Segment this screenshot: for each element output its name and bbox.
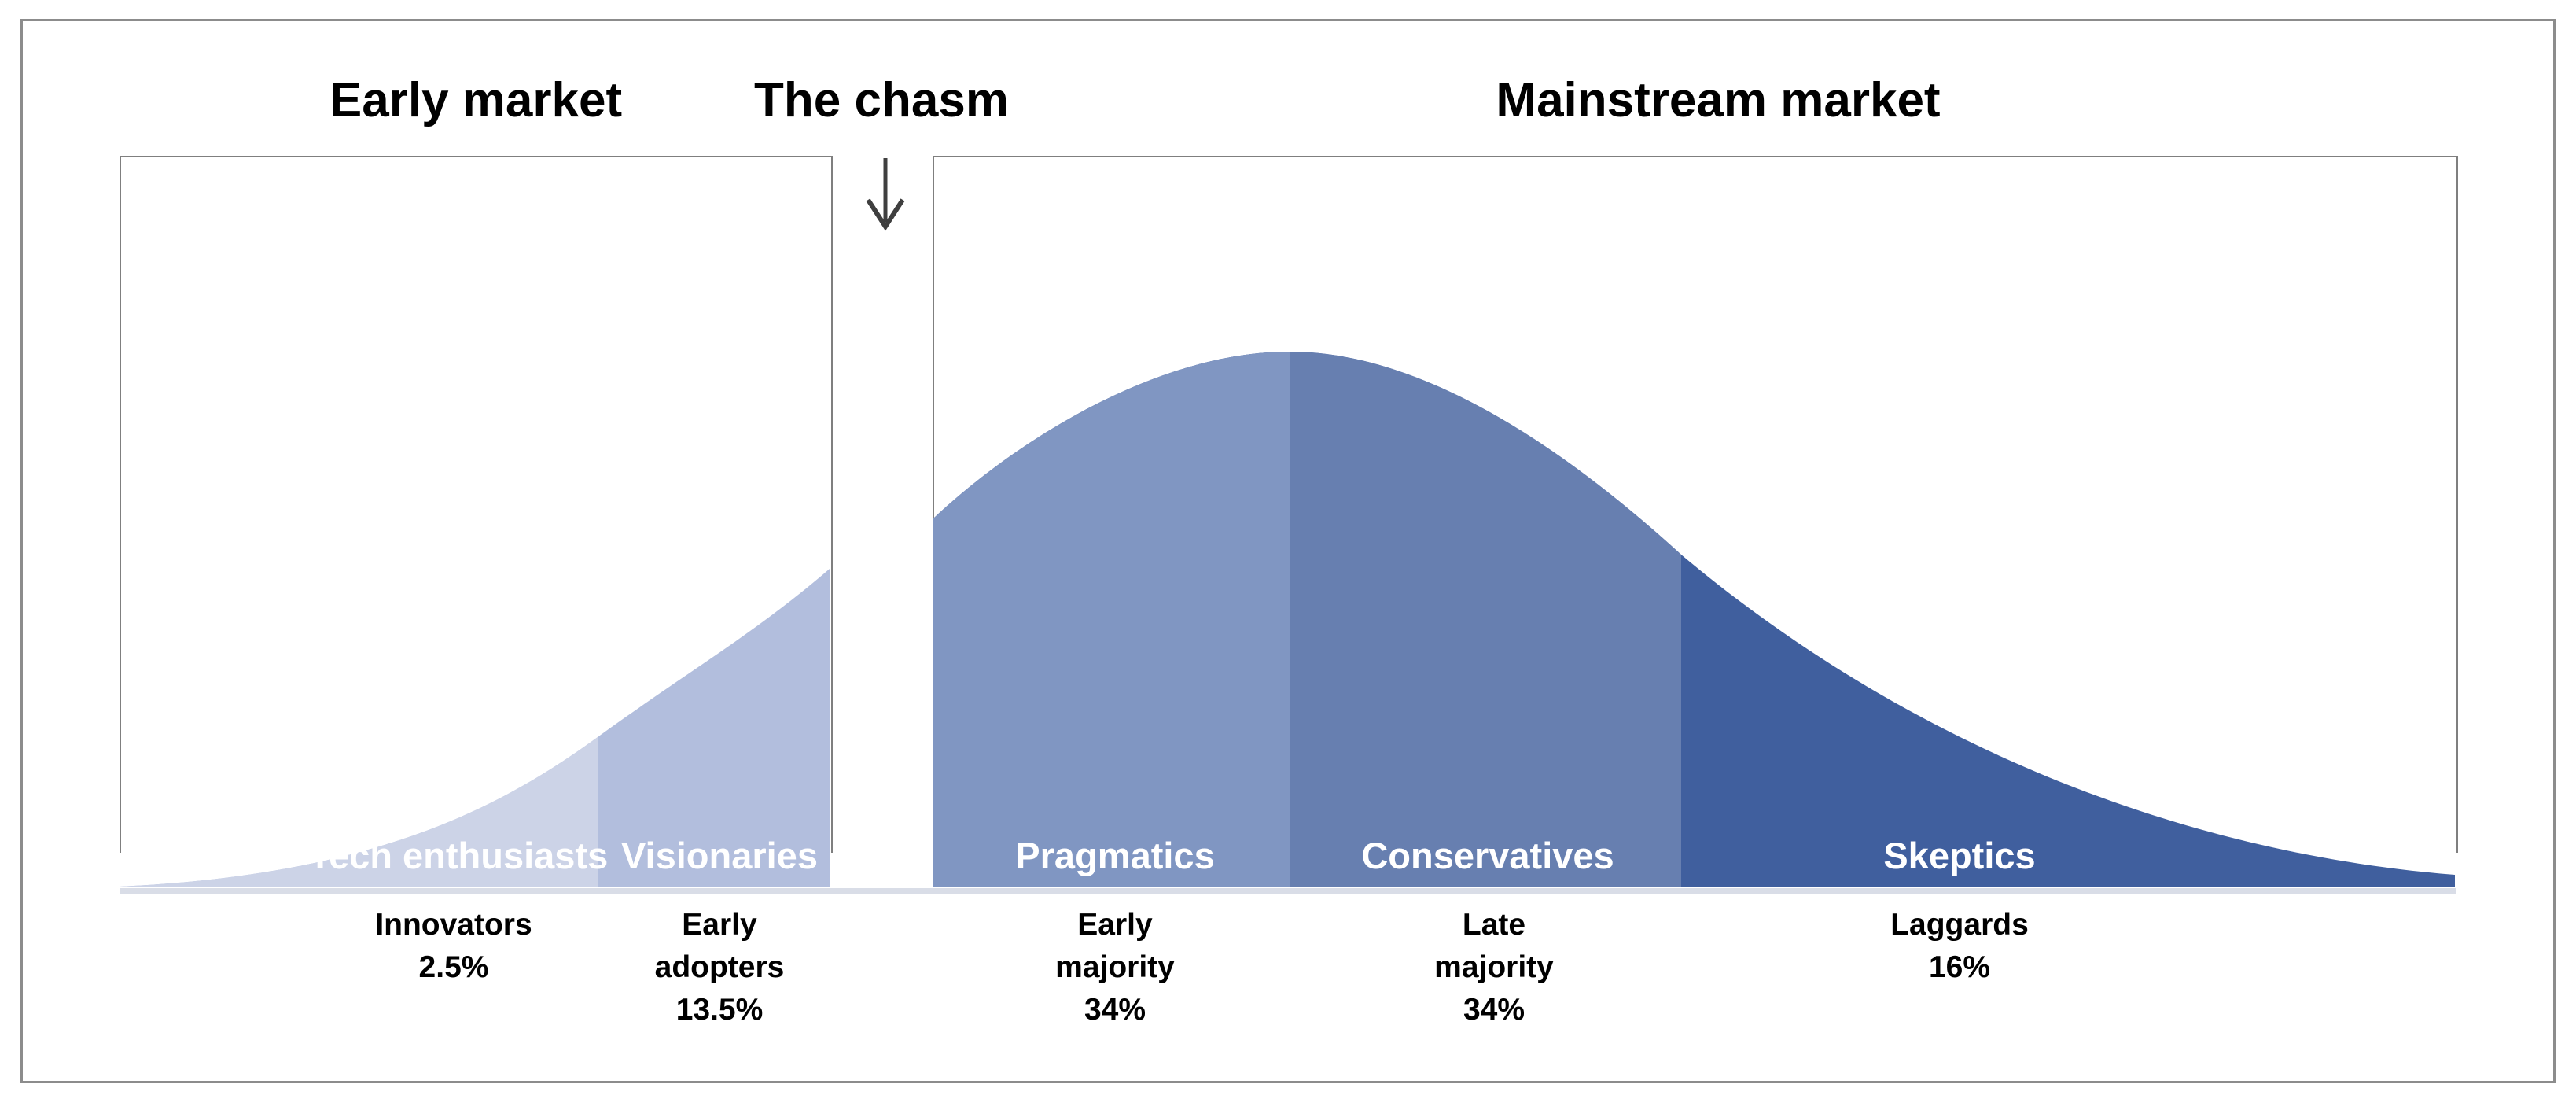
group-label-line: majority [1434,950,1554,984]
group-label-line: 13.5% [675,993,764,1027]
group-label-line: Early [1077,908,1153,942]
group-label-line: adopters [654,950,785,984]
group-label-early-majority: Early majority 34% [1055,904,1175,1031]
group-label-innovators: Innovators 2.5% [375,904,532,989]
early-market-title: Early market [329,73,623,127]
chasm-title: The chasm [754,73,1009,127]
mainstream-market-title: Mainstream market [1496,73,1941,127]
group-label-early-adopters: Early adopters 13.5% [655,904,785,1031]
group-label-line: 34% [1084,993,1146,1027]
group-label-line: 34% [1463,993,1525,1027]
group-label-line: Innovators [375,908,532,942]
segment-label-skeptics: Skeptics [1883,835,2036,876]
segment-label-pragmatics: Pragmatics [1015,835,1215,876]
baseline-strip [120,888,2456,894]
group-label-line: majority [1055,950,1175,984]
segment-label-conservatives: Conservatives [1361,835,1614,876]
group-label-line: 2.5% [418,950,489,984]
group-label-late-majority: Late majority 34% [1434,904,1554,1031]
group-label-line: Late [1462,908,1526,942]
mainstream-market-box [933,156,2458,853]
segment-label-visionaries: Visionaries [621,835,818,876]
group-label-line: 16% [1928,950,1991,984]
group-label-laggards: Laggards 16% [1890,904,2029,989]
early-market-box [120,156,833,853]
group-label-line: Early [682,908,757,942]
group-label-line: Laggards [1890,908,2029,942]
outer-frame [20,19,2556,1083]
segment-label-tech-enthusiasts: Tech enthusiasts [308,835,609,876]
